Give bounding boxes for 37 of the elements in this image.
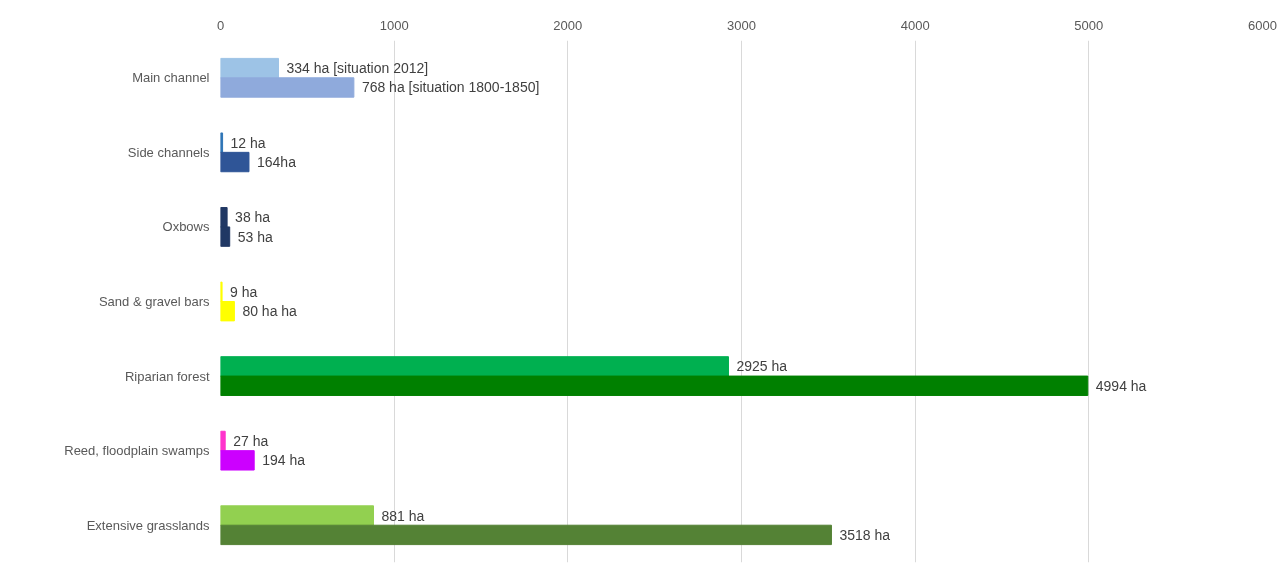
bar xyxy=(220,375,1089,396)
data-label: 4994 ha xyxy=(1095,377,1147,394)
data-label: 334 ha [situation 2012] xyxy=(286,60,429,77)
x-tick-label: 6000 xyxy=(1248,17,1277,33)
y-tick-label: Main channel xyxy=(132,70,210,86)
data-label: 80 ha ha xyxy=(242,303,298,320)
x-tick-label: 3000 xyxy=(727,17,756,33)
bar xyxy=(220,151,250,173)
y-tick-label: Side channels xyxy=(127,144,210,160)
data-label: 9 ha xyxy=(230,283,258,300)
data-label: 38 ha xyxy=(235,209,271,226)
data-label: 881 ha xyxy=(381,507,425,524)
x-tick-label: 5000 xyxy=(1074,17,1104,33)
data-label: 53 ha xyxy=(237,228,273,245)
data-label: 164ha xyxy=(256,154,297,171)
bar xyxy=(220,450,255,471)
data-label: 3518 ha xyxy=(839,526,891,543)
bar xyxy=(220,77,355,98)
data-label: 2925 ha xyxy=(736,358,788,375)
data-label: 768 ha [situation 1800-1850] xyxy=(361,79,540,96)
y-tick-label: Riparian forest xyxy=(124,368,210,384)
bar xyxy=(220,57,279,79)
y-tick-label: Extensive grasslands xyxy=(86,517,210,533)
data-label: 12 ha xyxy=(230,134,266,151)
bar xyxy=(220,430,226,452)
bar xyxy=(220,524,832,546)
data-label: 194 ha xyxy=(262,452,306,469)
data-label: 27 ha xyxy=(233,432,269,449)
bar xyxy=(220,505,374,526)
x-tick-label: 2000 xyxy=(553,17,583,33)
x-tick-label: 1000 xyxy=(379,17,409,33)
y-tick-label: Oxbows xyxy=(162,219,210,235)
bar xyxy=(220,356,729,377)
y-tick-label: Reed, floodplain swamps xyxy=(64,443,210,459)
x-tick-label: 0 xyxy=(216,17,225,33)
y-tick-label: Sand & gravel bars xyxy=(98,294,210,309)
x-tick-label: 4000 xyxy=(900,17,930,33)
